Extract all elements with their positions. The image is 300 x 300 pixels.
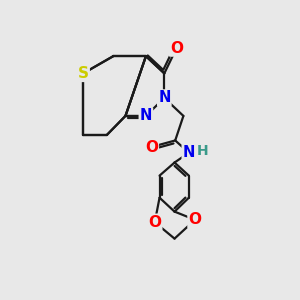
Text: O: O: [188, 212, 202, 227]
Text: O: O: [170, 40, 183, 56]
Text: H: H: [197, 144, 208, 158]
Text: S: S: [78, 66, 89, 81]
Text: N: N: [183, 145, 195, 160]
Text: N: N: [158, 90, 170, 105]
Text: O: O: [148, 215, 161, 230]
Text: O: O: [145, 140, 158, 154]
Text: N: N: [140, 108, 152, 123]
